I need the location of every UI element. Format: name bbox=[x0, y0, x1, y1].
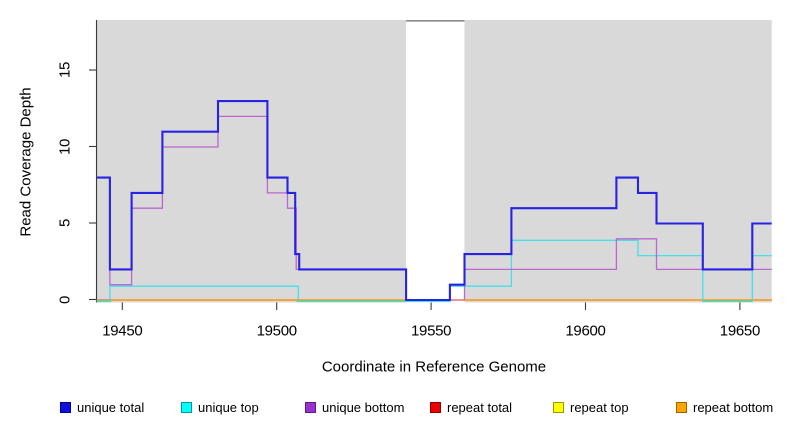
x-tick-label: 19600 bbox=[565, 322, 606, 340]
y-tick-label: 10 bbox=[56, 138, 74, 155]
x-axis-title: Coordinate in Reference Genome bbox=[321, 358, 547, 376]
y-tick-label: 15 bbox=[56, 61, 74, 79]
y-axis-title: Read Coverage Depth bbox=[17, 87, 35, 237]
x-tick-label: 19550 bbox=[410, 322, 452, 340]
x-tick-label: 19500 bbox=[256, 322, 298, 340]
y-tick-label: 0 bbox=[56, 295, 74, 304]
uncovered-region bbox=[406, 20, 465, 303]
series-unique-total bbox=[96, 100, 772, 302]
x-tick-label: 19650 bbox=[719, 322, 761, 340]
y-tick-label: 5 bbox=[56, 218, 74, 228]
x-tick-label: 19450 bbox=[102, 322, 143, 340]
